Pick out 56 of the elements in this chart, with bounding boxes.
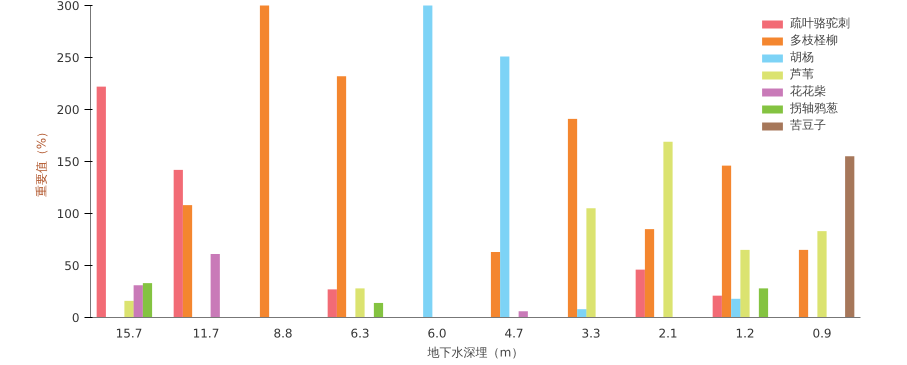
x-tick-label: 11.7: [192, 326, 220, 340]
legend-label: 苦豆子: [790, 117, 826, 134]
x-tick-label: 1.2: [735, 326, 755, 340]
y-tick-label: 50: [64, 259, 80, 273]
bar: [740, 250, 750, 318]
bar: [722, 166, 732, 318]
bar: [644, 229, 654, 318]
bar: [817, 231, 827, 318]
x-tick-label: 2.1: [658, 326, 678, 340]
bar: [124, 300, 134, 318]
bar: [586, 208, 596, 318]
bar: [374, 302, 384, 318]
bar: [636, 270, 645, 318]
bar: [500, 56, 510, 318]
x-tick-label: 3.3: [581, 326, 601, 340]
x-tick-label: 4.7: [504, 326, 524, 340]
bar: [712, 296, 722, 318]
x-tick-label: 6.0: [427, 326, 447, 340]
bar: [260, 6, 270, 318]
y-tick-label: 150: [56, 155, 80, 169]
bar: [798, 250, 808, 318]
bar: [577, 309, 586, 318]
bar: [182, 205, 192, 318]
bar: [210, 254, 220, 318]
legend-label: 芦苇: [790, 66, 814, 83]
legend-label: 花花柴: [790, 83, 826, 100]
bar: [663, 142, 673, 318]
x-tick-label: 8.8: [273, 326, 293, 340]
bar: [328, 289, 337, 318]
bar: [355, 288, 365, 318]
bar: [490, 252, 500, 318]
x-tick-label: 6.3: [350, 326, 370, 340]
y-tick-label: 200: [56, 103, 80, 117]
legend-label: 多枝柽柳: [790, 32, 838, 49]
y-tick-label: 100: [56, 207, 80, 221]
x-tick-label: 0.9: [812, 326, 832, 340]
x-axis-title: 地下水深埋（m）: [426, 346, 524, 360]
bar: [731, 298, 740, 318]
bar: [568, 118, 578, 318]
legend-label: 胡杨: [790, 49, 814, 66]
bar: [845, 156, 854, 318]
y-axis-title: 重要值（%）: [34, 126, 49, 198]
y-tick-label: 0: [72, 311, 80, 325]
y-tick-label: 250: [56, 51, 80, 65]
bar: [96, 86, 106, 318]
bar: [518, 311, 528, 318]
bar: [336, 76, 346, 318]
y-tick-label: 300: [56, 0, 80, 13]
bar: [758, 288, 768, 318]
bar: [134, 285, 143, 318]
bar: [142, 283, 152, 318]
legend-label: 拐轴鸦葱: [790, 100, 838, 117]
bar: [174, 170, 183, 318]
x-tick-label: 15.7: [116, 326, 142, 340]
legend-label: 疏叶骆驼刺: [790, 15, 850, 32]
bar: [423, 6, 432, 318]
